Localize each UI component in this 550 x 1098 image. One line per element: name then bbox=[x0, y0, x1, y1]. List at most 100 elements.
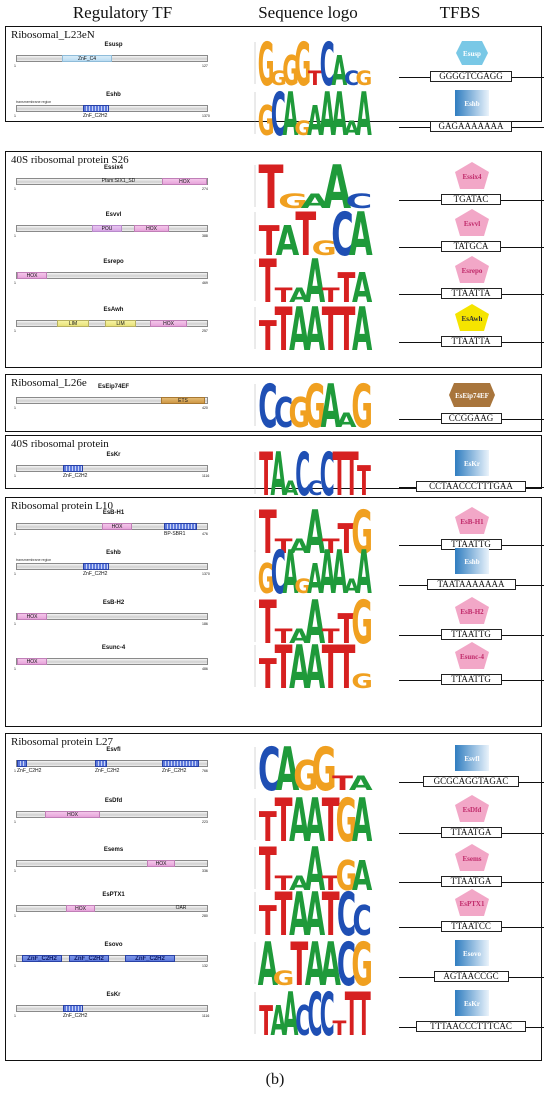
protein-length: 336 bbox=[202, 869, 208, 873]
tfbs-site: Esvvl TATGCA bbox=[399, 208, 544, 258]
logo-letter: A bbox=[321, 938, 341, 988]
tfbs-site: EsB-H2 TTAATTG bbox=[399, 596, 544, 646]
pentagon-icon: EsDfd bbox=[454, 795, 489, 822]
tfbs-shape-label: Essix4 bbox=[462, 173, 482, 181]
logo-letter: T bbox=[337, 265, 355, 305]
sequence-logo-svg: TTAATTG bbox=[254, 497, 373, 567]
logo-letter: A bbox=[344, 118, 361, 138]
tf-entry: EsAwh LIM LIM HOX 1 257 T T A A T T A EsAwh TTAATTA bbox=[6, 294, 544, 364]
protein-length: 486 bbox=[202, 667, 208, 671]
logo-letter: A bbox=[305, 596, 325, 646]
tf-name: Esems bbox=[103, 847, 124, 853]
tf-group: Ribosomal protein L10 EsB-H1 HOX BP-SBR1 1 47… bbox=[5, 497, 544, 727]
protein-length: 469 bbox=[202, 281, 208, 285]
tfbs-sequence: CCTAACCCTTTGAA bbox=[416, 481, 526, 492]
protein-start: 1 bbox=[14, 64, 16, 68]
protein-start: 1 bbox=[14, 914, 16, 918]
tfbs-sequence: TGATAC bbox=[441, 194, 501, 205]
tf-name: Eshb bbox=[106, 550, 121, 556]
tf-name: EsB-H1 bbox=[102, 510, 125, 516]
protein-bar: HOX bbox=[16, 811, 208, 818]
tfbs-sequence: TAATAAAAAAA bbox=[426, 579, 516, 590]
logo-letter: T bbox=[275, 285, 293, 305]
logo-letter: T bbox=[308, 68, 322, 88]
logo-letter: C bbox=[271, 88, 286, 138]
logo-letter: C bbox=[320, 988, 335, 1038]
protein-length: 223 bbox=[202, 820, 208, 824]
sequence-logo-svg: TATGCA bbox=[254, 201, 373, 270]
logo-letter: A bbox=[352, 853, 373, 893]
logo-letter: A bbox=[319, 88, 335, 138]
protein-start: 1 bbox=[14, 769, 16, 773]
logo-letter: C bbox=[331, 208, 353, 258]
pentagon-icon: Esunc-4 bbox=[454, 642, 489, 669]
tfbs-sequence: TTAATCC bbox=[440, 921, 502, 932]
tf-entry: Esovo ZnF_C2H2 ZnF_C2H2 ZnF_C2H2 1 132 A G T A A C G… bbox=[6, 929, 544, 999]
protein-bar: HOX bbox=[16, 658, 208, 665]
logo-letter: A bbox=[283, 478, 300, 498]
logo-letter: C bbox=[271, 546, 286, 596]
logo-letter: G bbox=[258, 555, 275, 596]
tfbs-sequence: TTAATTA bbox=[440, 288, 502, 299]
tfbs-site: Esrepo TTAATTA bbox=[399, 255, 544, 305]
tfbs-sequence: TTAATGA bbox=[440, 876, 502, 887]
protein-bar: HOX bbox=[16, 272, 208, 279]
domain-pou: POU bbox=[92, 225, 122, 232]
tfbs-sequence: TTTAACCCTTTCAC bbox=[416, 1021, 526, 1032]
logo-letter: T bbox=[259, 216, 280, 258]
logo-letter: G bbox=[294, 576, 311, 596]
logo-letter: A bbox=[352, 265, 373, 305]
tfbs-site: EsKr TTTAACCCTTTCAC bbox=[399, 988, 544, 1038]
tfbs-shape-label: EsB-H2 bbox=[460, 608, 484, 616]
logo-letter: T bbox=[322, 303, 340, 353]
logo-letter: A bbox=[289, 794, 309, 844]
tfbs-sequence: TTAATTG bbox=[440, 674, 502, 685]
tfbs-sequence: TATGCA bbox=[441, 241, 501, 252]
pentagon-icon: Esems bbox=[454, 844, 489, 871]
logo-letter: A bbox=[349, 208, 373, 258]
logo-letter: T bbox=[259, 596, 277, 646]
tfbs-site: EsEip74EF CCGGAAG bbox=[399, 380, 544, 430]
domain-ets: ETS bbox=[161, 397, 205, 404]
domain-label: ZnF_C2H2 bbox=[83, 113, 108, 119]
group-title: Ribosomal_L23eN bbox=[11, 29, 95, 41]
logo-letter: T bbox=[275, 888, 293, 938]
protein-start: 1 bbox=[14, 820, 16, 824]
logo-letter: T bbox=[290, 938, 308, 988]
tf-name: EsKr bbox=[106, 992, 121, 998]
logo-letter: T bbox=[322, 641, 340, 691]
tf-name: EsAwh bbox=[103, 307, 124, 313]
protein-length: 476 bbox=[202, 532, 208, 536]
tfbs-shape-label: Esrepo bbox=[461, 267, 482, 275]
logo-letter: C bbox=[258, 743, 280, 793]
tfbs-sequence: GCGCAGGTAGAC bbox=[423, 776, 519, 787]
tfbs-shape-label: Esunc-4 bbox=[459, 653, 484, 661]
tf-group: Ribosomal_L23eN Esusp ZnF_C4 1 127 G G G G T C A C G E… bbox=[5, 26, 544, 150]
domain-znf-c2h2: ZnF_C2H2 bbox=[69, 955, 109, 962]
logo-letter: C bbox=[274, 390, 293, 430]
logo-letter: A bbox=[289, 873, 310, 893]
protein-bar: ZnF_C2H2 ZnF_C2H2 ZnF_C2H2 bbox=[16, 760, 208, 774]
logo-letter: A bbox=[307, 555, 323, 596]
tf-name: Esunc-4 bbox=[101, 645, 126, 651]
tfbs-shape-label: EsEip74EF bbox=[455, 392, 489, 400]
logo-letter: A bbox=[336, 410, 357, 430]
logo-letter: G bbox=[304, 380, 325, 430]
tf-entry: Essix4 Pfam:SIX1_SD HOX 1 274 T G A A C Essix4 TGAT… bbox=[6, 152, 544, 222]
protein-start: 1 bbox=[14, 187, 16, 191]
logo-letter: A bbox=[356, 88, 372, 138]
square-icon: Esvfl bbox=[454, 745, 489, 771]
protein-length: 1116 bbox=[202, 474, 210, 478]
protein-start: 1 bbox=[14, 406, 16, 410]
logo-letter: A bbox=[305, 888, 325, 938]
domain-hox: HOX bbox=[66, 905, 95, 912]
